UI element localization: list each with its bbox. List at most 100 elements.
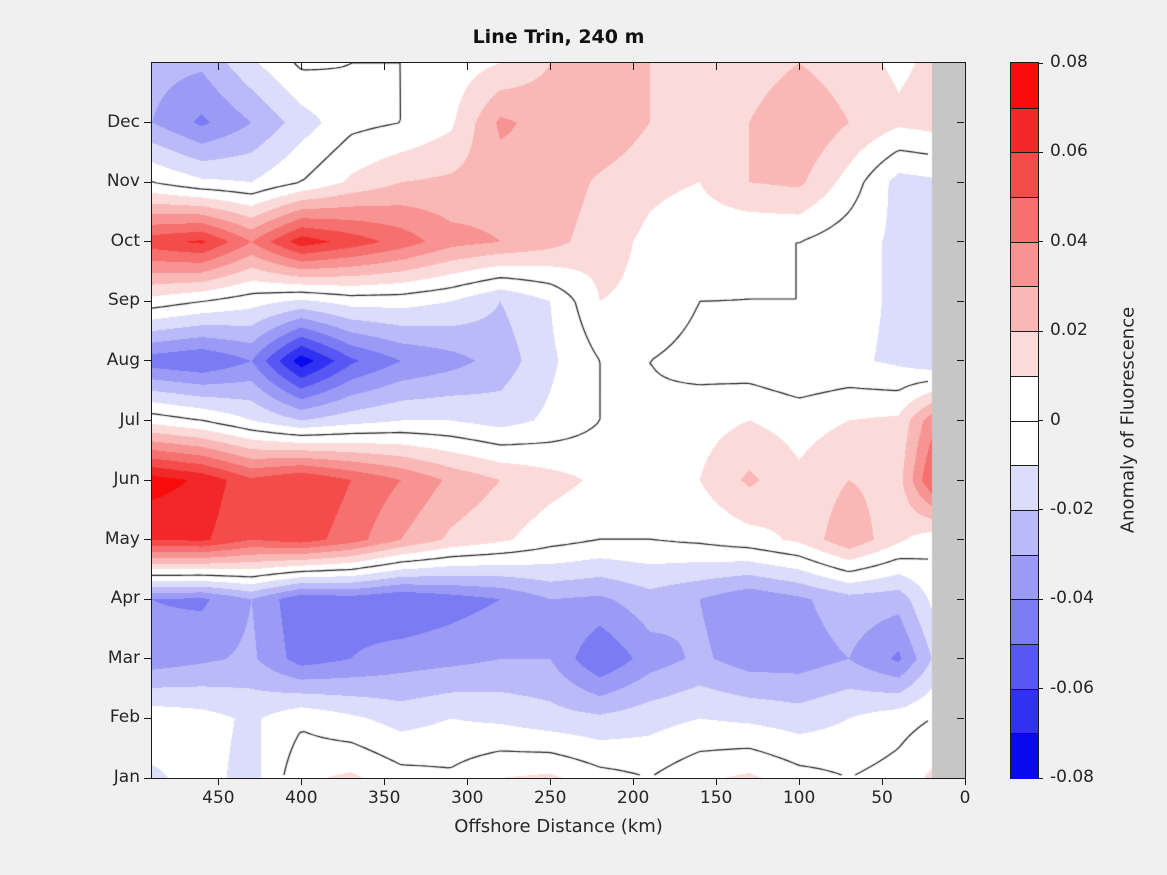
colorbar-segment — [1011, 241, 1038, 288]
y-tick-label: May — [104, 528, 140, 549]
colorbar-tick-mark — [1038, 62, 1043, 64]
colorbar-tick-label: 0.02 — [1050, 320, 1088, 341]
x-tick-mark — [964, 779, 966, 785]
x-tick-mark — [549, 779, 551, 785]
x-tick-mark — [466, 779, 468, 785]
colorbar-tick-mark — [1038, 688, 1043, 690]
x-axis-label: Offshore Distance (km) — [454, 816, 663, 837]
y-tick-mark — [144, 181, 151, 183]
colorbar-tick-mark — [1038, 509, 1043, 511]
y-tick-mark — [144, 539, 151, 541]
x-tick-mark-top — [964, 63, 966, 70]
colorbar-segment — [1011, 375, 1038, 422]
colorbar-tick-label: 0 — [1050, 409, 1061, 430]
x-tick-label: 400 — [285, 788, 318, 808]
y-tick-mark-right — [957, 360, 964, 362]
y-tick-mark-right — [957, 539, 964, 541]
y-tick-label: Oct — [110, 230, 140, 251]
x-tick-mark-top — [632, 63, 634, 70]
x-tick-mark — [383, 779, 385, 785]
y-tick-label: Sep — [107, 290, 140, 311]
x-tick-mark-top — [798, 63, 800, 70]
x-tick-mark — [632, 779, 634, 785]
x-tick-label: 250 — [533, 788, 567, 808]
y-tick-mark-right — [957, 181, 964, 183]
y-tick-mark — [144, 777, 151, 779]
y-tick-label: Feb — [109, 707, 140, 728]
colorbar-tick-mark — [1038, 420, 1043, 421]
colorbar-tick-label: -0.08 — [1050, 767, 1094, 787]
x-tick-mark-top — [383, 63, 385, 70]
colorbar-segment — [1011, 688, 1038, 735]
x-tick-mark-top — [881, 63, 883, 70]
colorbar-tick-label: 0.08 — [1050, 52, 1088, 72]
y-tick-label: Mar — [107, 647, 140, 668]
x-tick-mark-top — [549, 63, 551, 70]
colorbar-segment — [1011, 509, 1038, 556]
colorbar-segment — [1011, 733, 1038, 779]
x-tick-label: 350 — [368, 788, 401, 808]
colorbar-tick-label: -0.02 — [1050, 498, 1094, 519]
colorbar-segment — [1011, 107, 1038, 154]
y-tick-mark — [144, 420, 151, 421]
y-tick-mark-right — [957, 598, 964, 600]
x-tick-label: 450 — [202, 788, 235, 808]
x-tick-mark — [881, 779, 883, 785]
colorbar-segment — [1011, 465, 1038, 511]
y-tick-label: Jul — [119, 409, 140, 430]
y-tick-mark-right — [957, 300, 964, 302]
y-tick-mark-right — [957, 777, 964, 779]
x-tick-mark-top — [300, 63, 302, 70]
colorbar-segment — [1011, 420, 1038, 467]
colorbar — [1010, 62, 1039, 779]
y-tick-mark — [144, 241, 151, 243]
x-tick-label: 0 — [959, 788, 971, 808]
y-tick-mark — [144, 598, 151, 600]
x-tick-mark-top — [466, 63, 468, 70]
x-tick-label: 100 — [782, 788, 816, 808]
y-tick-label: Jan — [113, 767, 140, 787]
y-tick-mark — [144, 717, 151, 719]
colorbar-segment — [1011, 152, 1038, 199]
x-tick-label: 150 — [699, 788, 733, 808]
x-tick-mark — [798, 779, 800, 785]
colorbar-segment — [1011, 554, 1038, 601]
y-tick-label: Apr — [110, 588, 140, 609]
y-tick-mark-right — [957, 479, 964, 481]
y-tick-mark — [144, 360, 151, 362]
y-tick-label: Nov — [106, 171, 140, 192]
y-tick-label: Jun — [113, 469, 140, 490]
colorbar-segment — [1011, 331, 1038, 377]
colorbar-segment — [1011, 643, 1038, 690]
colorbar-segment — [1011, 197, 1038, 243]
colorbar-label: Anomaly of Fluorescence — [1117, 306, 1139, 534]
colorbar-tick-label: -0.06 — [1050, 677, 1094, 698]
colorbar-tick-label: 0.06 — [1050, 141, 1088, 162]
y-tick-mark-right — [957, 241, 964, 243]
chart-title: Line Trin, 240 m — [472, 26, 645, 48]
y-tick-mark — [144, 122, 151, 124]
x-tick-mark-top — [715, 63, 717, 70]
y-tick-mark — [144, 300, 151, 302]
y-tick-label: Aug — [106, 349, 140, 370]
x-tick-label: 200 — [616, 788, 650, 808]
y-tick-mark — [144, 658, 151, 660]
colorbar-tick-mark — [1038, 330, 1043, 332]
contour-field — [152, 63, 965, 778]
colorbar-segment — [1011, 63, 1038, 108]
y-tick-mark-right — [957, 420, 964, 421]
colorbar-tick-mark — [1038, 241, 1043, 243]
colorbar-tick-label: -0.04 — [1050, 588, 1094, 609]
y-tick-mark-right — [957, 717, 964, 719]
colorbar-tick-label: 0.04 — [1050, 230, 1088, 251]
colorbar-segment — [1011, 286, 1038, 333]
x-tick-mark — [715, 779, 717, 785]
x-tick-label: 50 — [871, 788, 893, 808]
y-tick-label: Dec — [107, 111, 140, 132]
x-tick-mark-top — [217, 63, 219, 70]
colorbar-tick-mark — [1038, 598, 1043, 600]
colorbar-tick-mark — [1038, 151, 1043, 153]
y-tick-mark — [144, 479, 151, 481]
y-tick-mark-right — [957, 122, 964, 124]
